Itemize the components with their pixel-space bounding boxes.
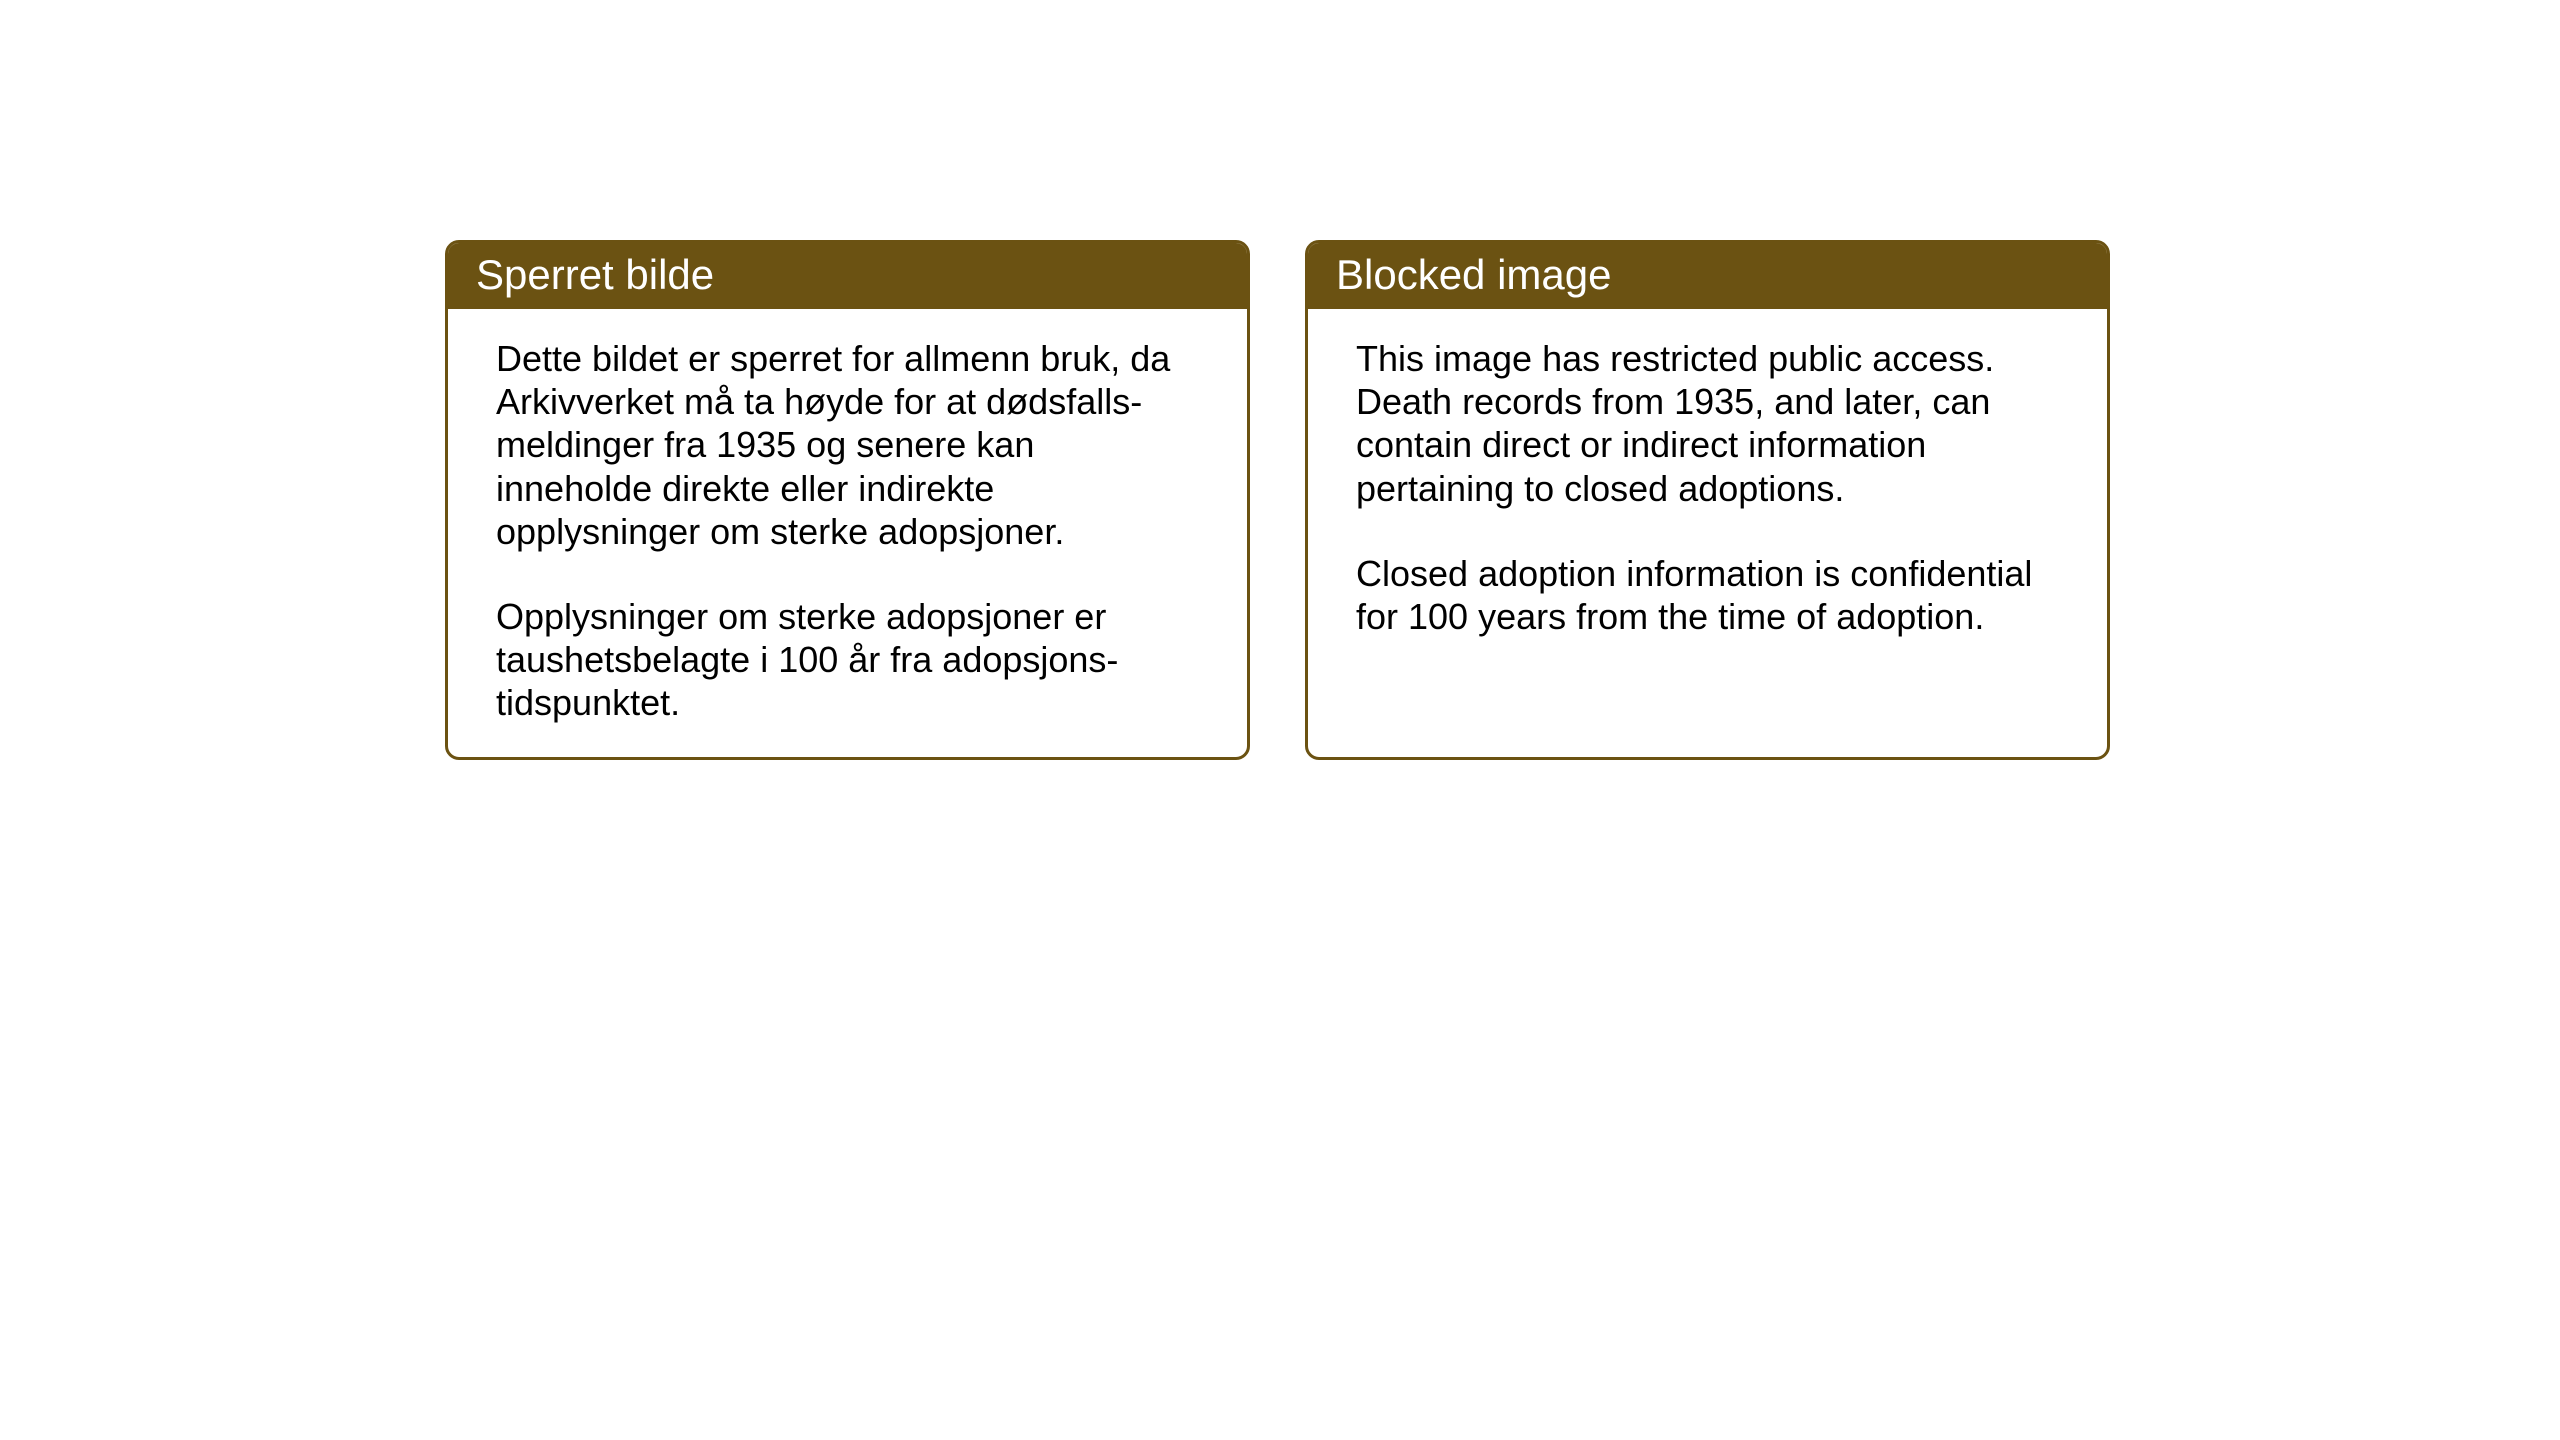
notice-container: Sperret bilde Dette bildet er sperret fo…: [445, 240, 2110, 760]
card-paragraph-1: This image has restricted public access.…: [1356, 337, 2059, 510]
card-title: Blocked image: [1336, 251, 1611, 298]
card-header-english: Blocked image: [1308, 243, 2107, 309]
card-title: Sperret bilde: [476, 251, 714, 298]
card-header-norwegian: Sperret bilde: [448, 243, 1247, 309]
card-paragraph-2: Opplysninger om sterke adopsjoner er tau…: [496, 595, 1199, 725]
card-paragraph-1: Dette bildet er sperret for allmenn bruk…: [496, 337, 1199, 553]
card-paragraph-2: Closed adoption information is confident…: [1356, 552, 2059, 638]
notice-card-english: Blocked image This image has restricted …: [1305, 240, 2110, 760]
card-body-english: This image has restricted public access.…: [1308, 309, 2107, 719]
card-body-norwegian: Dette bildet er sperret for allmenn bruk…: [448, 309, 1247, 757]
notice-card-norwegian: Sperret bilde Dette bildet er sperret fo…: [445, 240, 1250, 760]
